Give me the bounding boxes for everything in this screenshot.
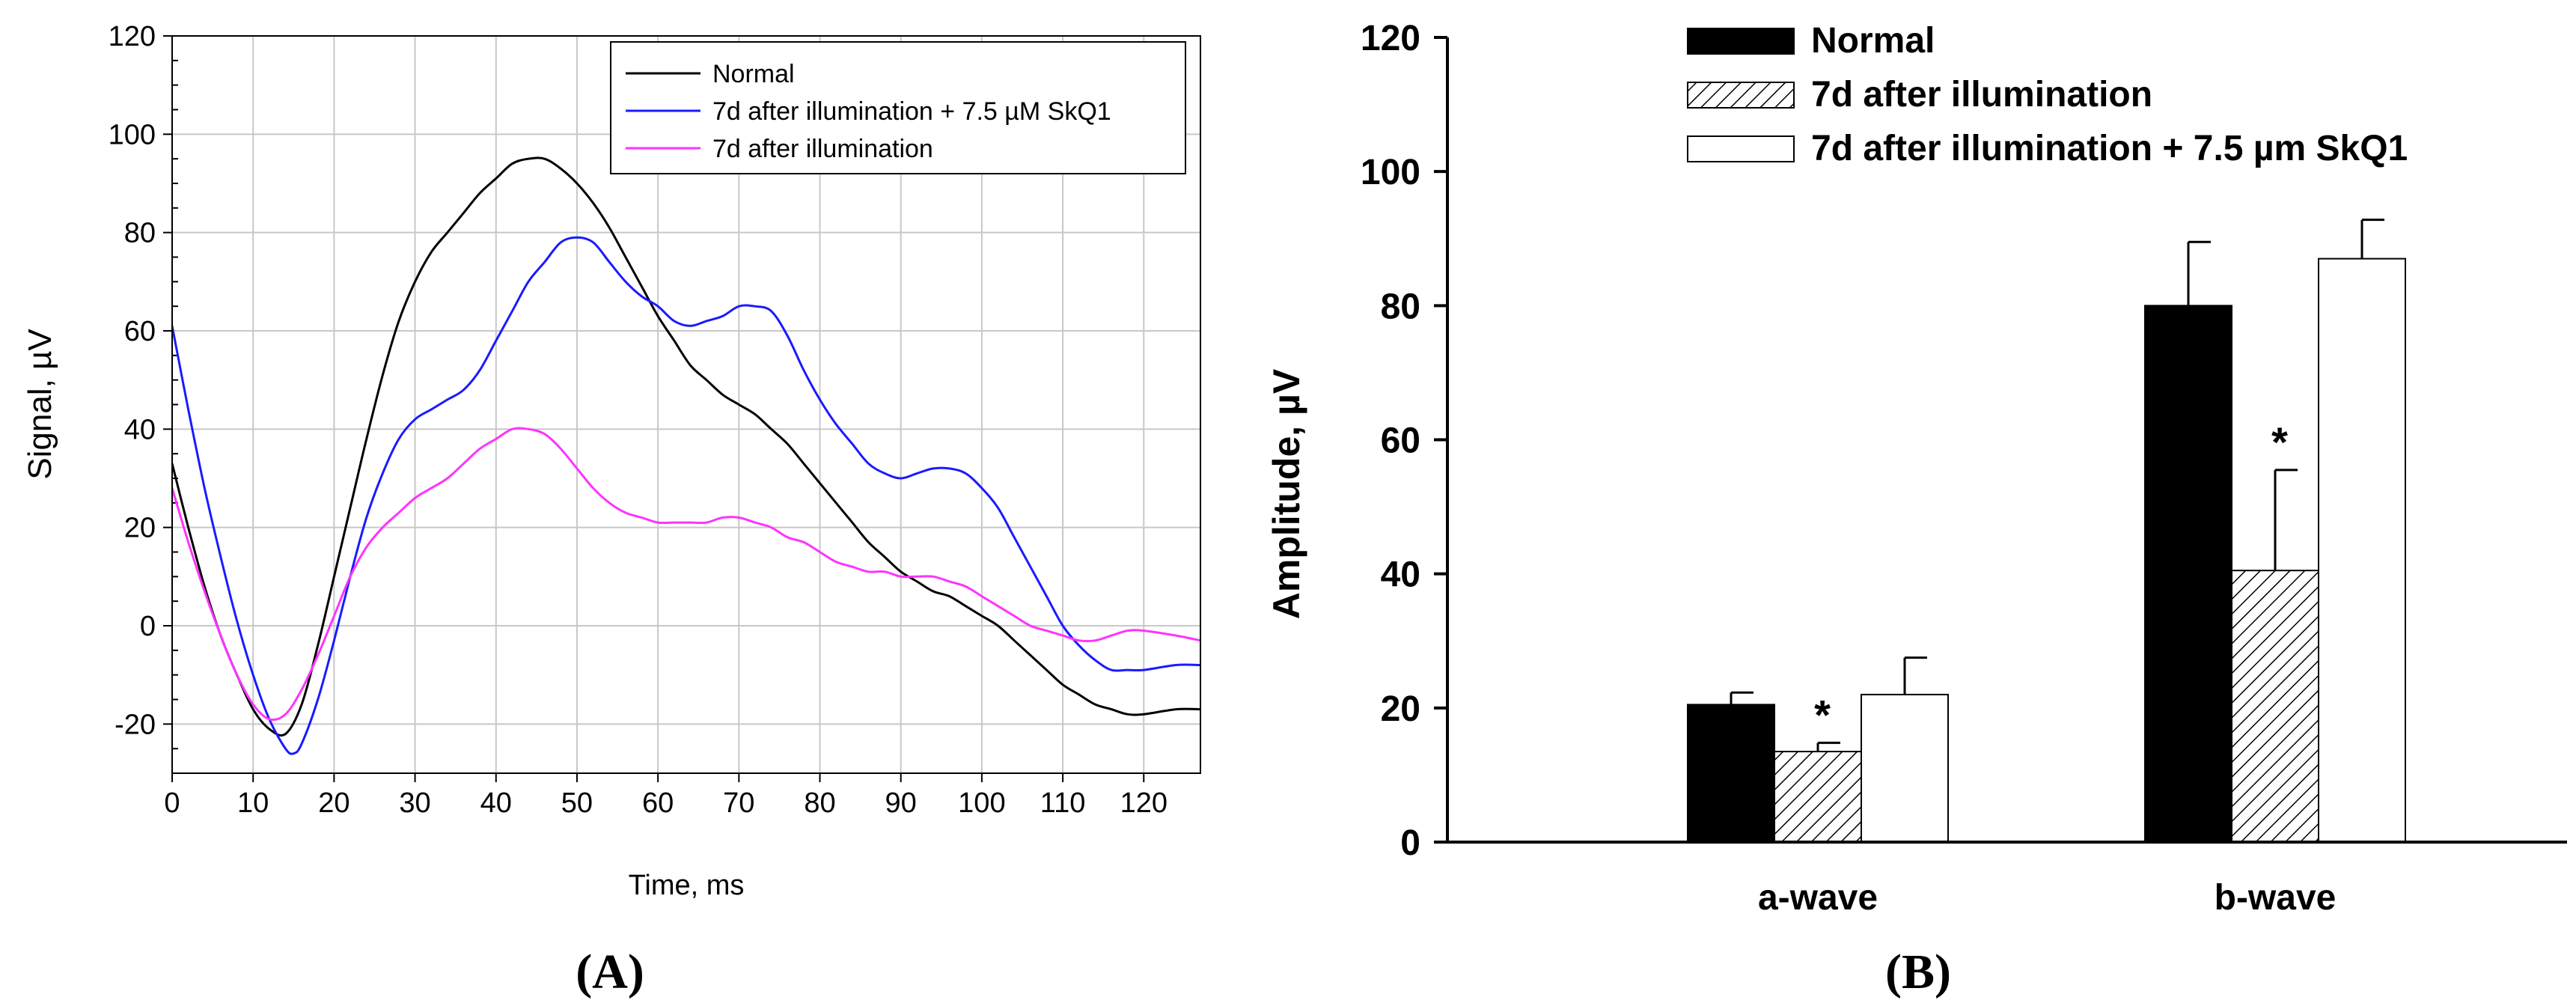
panel-a-y-tick-label: 120 — [109, 21, 156, 52]
category-label-b-wave: b-wave — [2215, 878, 2337, 918]
panel-a-y-tick-label: 20 — [124, 513, 156, 544]
panel-a-legend-box — [610, 41, 1186, 174]
panel-a-x-tick-label: 30 — [399, 787, 430, 819]
panel-a-y-tick-label: 0 — [140, 611, 156, 642]
bar-illumination-a-wave — [1774, 751, 1862, 843]
bar-normal-a-wave — [1687, 704, 1775, 844]
panel-a-x-tick-label: 50 — [561, 787, 593, 819]
panel-a-label: (A) — [576, 945, 644, 999]
panel-a-x-tick-label: 110 — [1040, 787, 1086, 819]
category-label-a-wave: a-wave — [1758, 878, 1878, 918]
panel-b-legend: Normal 7d after illumination 7d after illu… — [1687, 21, 2408, 168]
panel-b-y-tick-label: 40 — [1381, 555, 1420, 595]
panel-b-y-label: Amplitude, µV — [1266, 368, 1307, 619]
panel-b-y-tick-label: 20 — [1381, 689, 1420, 729]
panel-a-x-tick-label: 60 — [642, 787, 674, 819]
bar-skq1-b-wave — [2318, 257, 2406, 843]
panel-a-y-tick-label: -20 — [115, 709, 156, 740]
significance-marker: * — [1814, 691, 1831, 738]
legend-entry-skq1: 7d after illumination + 7.5 µM SkQ1 — [712, 97, 1111, 126]
panel-a-x-tick-label: 70 — [723, 787, 754, 819]
panel-a-x-tick-label: 0 — [164, 787, 180, 819]
series-line-normal — [172, 156, 1200, 737]
panel-b-label: (B) — [1885, 945, 1951, 999]
legend-b-illumination: 7d after illumination — [1811, 75, 2152, 115]
panel-a-y-tick-label: 80 — [124, 218, 156, 249]
panel-a-y-ticks: -20 0 20 40 60 80 100 120 — [109, 21, 178, 774]
panel-b-bars: ** — [1687, 219, 2406, 844]
panel-a-x-tick-label: 120 — [1120, 787, 1168, 819]
panel-a-x-tick-label: 10 — [237, 787, 269, 819]
panel-a-x-tick-label: 80 — [804, 787, 835, 819]
bar-skq1-a-wave — [1861, 693, 1949, 844]
panel-a-x-ticks: 0 10 20 30 40 50 60 70 80 90 100 110 120 — [164, 773, 1168, 819]
bar-illumination-b-wave — [2231, 570, 2319, 843]
panel-a-legend: Normal 7d after illumination + 7.5 µM SkQ… — [610, 41, 1186, 174]
panel-a-x-tick-label: 20 — [318, 787, 350, 819]
panel-b-y-tick-label: 120 — [1361, 19, 1420, 58]
panel-b-y-ticks: 0 20 40 60 80 100 120 — [1361, 19, 1447, 863]
panel-a-chart: 0 10 20 30 40 50 60 70 80 90 100 110 120 -20 0 20 40 60 8… — [22, 21, 1201, 999]
significance-marker: * — [2271, 418, 2288, 466]
legend-b-skq1-swatch — [1687, 135, 1795, 162]
panel-b-y-tick-label: 100 — [1361, 153, 1420, 192]
panel-b-category-labels: a-wave b-wave — [1758, 878, 2336, 918]
panel-a-x-tick-label: 100 — [958, 787, 1005, 819]
legend-b-normal-swatch — [1687, 28, 1795, 55]
panel-a-y-label: Signal, µV — [22, 329, 58, 480]
series-line-illumination — [172, 427, 1200, 722]
panel-a-x-label: Time, ms — [629, 870, 745, 901]
series-line-skq1 — [172, 236, 1200, 755]
legend-b-normal: Normal — [1811, 21, 1935, 61]
panel-a-y-tick-label: 100 — [109, 119, 156, 150]
panel-a-y-tick-label: 40 — [124, 414, 156, 445]
panel-a-x-tick-label: 90 — [885, 787, 917, 819]
panel-a-x-tick-label: 40 — [480, 787, 512, 819]
bar-normal-b-wave — [2144, 305, 2232, 844]
panel-a-frame — [171, 35, 1201, 774]
panel-a-series — [172, 156, 1200, 755]
panel-b-y-tick-label: 0 — [1400, 823, 1420, 863]
panel-a-y-tick-label: 60 — [124, 316, 156, 347]
panel-b-y-tick-label: 80 — [1381, 287, 1420, 326]
panel-b-y-tick-label: 60 — [1381, 421, 1420, 461]
legend-b-illumination-swatch — [1687, 82, 1795, 109]
legend-b-skq1: 7d after illumination + 7.5 µm SkQ1 — [1811, 129, 2408, 168]
legend-entry-normal: Normal — [712, 60, 795, 88]
legend-entry-illumination: 7d after illumination — [712, 135, 933, 163]
